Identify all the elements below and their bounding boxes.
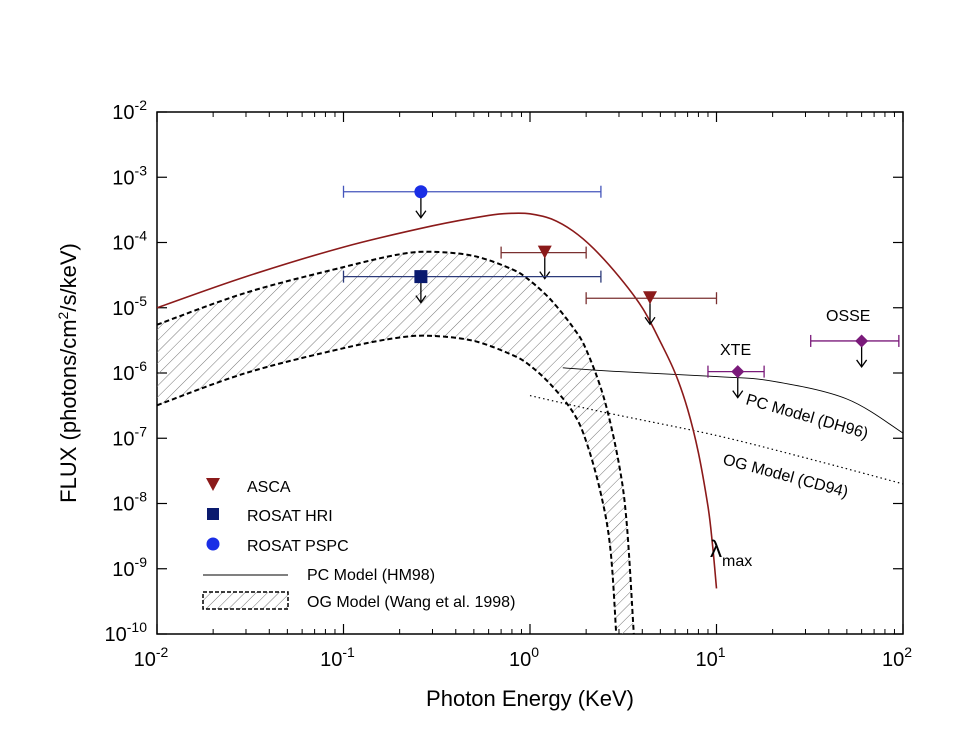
y-tick-label: 10-9 xyxy=(112,554,147,581)
legend: ASCA ROSAT HRI ROSAT PSPC PC Model (HM98… xyxy=(202,478,515,611)
tick-exponent: -5 xyxy=(135,293,148,309)
osse-label: OSSE xyxy=(826,308,870,325)
x-tick-label: 101 xyxy=(695,644,725,671)
legend-asca-label: ASCA xyxy=(247,479,291,496)
tick-exponent: 0 xyxy=(531,644,539,660)
lambda-max-curve xyxy=(157,212,718,589)
plot-frame xyxy=(156,111,904,635)
x-tick-label: 100 xyxy=(509,644,539,671)
lambda-subscript: max xyxy=(722,553,752,570)
tick-exponent: 2 xyxy=(904,644,912,660)
tick-base: 10 xyxy=(112,167,134,189)
tick-base: 10 xyxy=(112,102,134,124)
x-tick-label: 10-1 xyxy=(320,644,355,671)
tick-exponent: -2 xyxy=(156,644,169,660)
x-tick-labels: 10-2 10-1 100 101 102 xyxy=(134,644,913,671)
tick-base: 10 xyxy=(112,233,134,255)
y-axis-label: FLUX (photons/cm2/s/keV) xyxy=(55,243,81,503)
asca-marker xyxy=(643,291,658,305)
tick-exponent: -4 xyxy=(135,228,148,244)
y-tick-label: 10-8 xyxy=(112,489,147,516)
tick-base: 10 xyxy=(112,559,134,581)
tick-exponent: -1 xyxy=(342,644,355,660)
pc-dh96-curve xyxy=(562,367,903,434)
y-tick-label: 10-5 xyxy=(112,293,147,320)
tick-exponent: -9 xyxy=(135,554,148,570)
y-axis-label-pre: FLUX (photons/cm xyxy=(56,319,81,502)
tick-base: 10 xyxy=(320,649,342,671)
asca-limit-arrowhead xyxy=(539,271,551,280)
x-tick-label: 10-2 xyxy=(134,644,169,671)
lambda-symbol: λ xyxy=(710,536,722,563)
tick-base: 10 xyxy=(695,649,717,671)
rosat-pspc-marker xyxy=(414,185,428,199)
tick-base: 10 xyxy=(134,649,156,671)
tick-exponent: -2 xyxy=(135,97,148,113)
tick-exponent: -7 xyxy=(135,423,148,439)
osse-limit-arrowhead xyxy=(856,359,868,369)
legend-rosat-hri-label: ROSAT HRI xyxy=(247,508,333,525)
tick-base: 10 xyxy=(105,624,127,646)
legend-pc-hm98-label: PC Model (HM98) xyxy=(307,567,435,584)
x-axis-label: Photon Energy (KeV) xyxy=(426,686,634,711)
tick-exponent: -10 xyxy=(127,619,147,635)
tick-base: 10 xyxy=(882,649,904,671)
y-axis-label-sup: 2 xyxy=(55,311,71,319)
pc-dh96-label: PC Model (DH96) xyxy=(744,392,870,443)
y-tick-label: 10-4 xyxy=(112,228,147,255)
tick-base: 10 xyxy=(112,428,134,450)
asca-limit-arrowhead xyxy=(644,316,656,326)
tick-base: 10 xyxy=(112,298,134,320)
tick-exponent: -6 xyxy=(135,358,148,374)
rosat-hri-limit-arrowhead xyxy=(415,295,427,304)
rosat-hri-marker xyxy=(414,270,428,284)
legend-rosat-hri-marker xyxy=(207,508,219,520)
y-tick-label: 10-10 xyxy=(105,619,148,646)
asca-marker xyxy=(537,245,552,259)
rosat-pspc-limit-arrowhead xyxy=(415,210,427,219)
lambda-max-label: λmax xyxy=(710,536,752,570)
tick-base: 10 xyxy=(112,494,134,516)
legend-og-wang-label: OG Model (Wang et al. 1998) xyxy=(307,594,515,611)
data-points xyxy=(342,185,900,399)
og-cd94-curve xyxy=(529,395,903,485)
y-tick-label: 10-7 xyxy=(112,423,147,450)
xte-marker xyxy=(731,365,745,379)
tick-base: 10 xyxy=(509,649,531,671)
og-wang-lower-curve xyxy=(157,334,618,634)
legend-rosat-pspc-marker xyxy=(206,537,220,551)
x-tick-label: 102 xyxy=(882,644,912,671)
og-cd94-label: OG Model (CD94) xyxy=(721,451,850,501)
tick-exponent: -3 xyxy=(135,162,148,178)
y-tick-label: 10-6 xyxy=(112,358,147,385)
tick-exponent: -8 xyxy=(135,489,148,505)
xte-label: XTE xyxy=(720,342,751,359)
osse-marker xyxy=(855,334,869,348)
y-tick-label: 10-2 xyxy=(112,97,147,124)
xte-limit-arrowhead xyxy=(732,390,744,399)
tick-exponent: 1 xyxy=(718,644,726,660)
legend-rosat-pspc-label: ROSAT PSPC xyxy=(247,538,349,555)
tick-base: 10 xyxy=(112,363,134,385)
y-axis-label-post: /s/keV) xyxy=(56,243,81,311)
ticks xyxy=(156,111,904,635)
og-wang-band xyxy=(157,251,634,634)
y-tick-label: 10-3 xyxy=(112,162,147,189)
legend-og-wang-box xyxy=(202,591,289,610)
legend-asca-marker xyxy=(206,478,220,491)
og-wang-upper-curve xyxy=(157,250,635,634)
